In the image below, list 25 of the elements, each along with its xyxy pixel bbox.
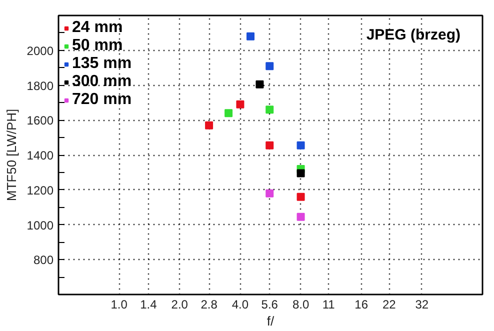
y-tick-label: 1200 <box>26 183 54 198</box>
x-tick-label: 11 <box>322 298 336 312</box>
annotation: JPEG (brzeg) <box>366 26 461 44</box>
legend-label: 24 mm <box>72 19 123 37</box>
x-tick-label: 2.0 <box>171 298 188 312</box>
x-axis-title: f/ <box>266 314 274 328</box>
legend-label: 50 mm <box>72 37 123 55</box>
y-tick-label: 1000 <box>26 218 54 232</box>
x-tick-label: 22 <box>382 298 396 312</box>
x-tick-label: 2.8 <box>200 298 218 312</box>
x-tick-label: 1.4 <box>140 298 158 312</box>
x-tick-label: 4.0 <box>232 298 249 312</box>
x-tick-label: 5.6 <box>261 298 278 312</box>
legend-label: 135 mm <box>72 55 132 73</box>
y-axis-title: MTF50 [LW/PH] <box>4 108 19 202</box>
legend-label: 720 mm <box>72 91 132 109</box>
x-tick-label: 16 <box>354 298 368 312</box>
y-tick-label: 1400 <box>26 148 54 162</box>
y-tick-label: 800 <box>33 253 54 268</box>
x-tick-label: 1.0 <box>110 298 128 312</box>
y-tick-label: 1600 <box>26 114 54 128</box>
x-tick-label: 8.0 <box>292 298 310 312</box>
x-tick-label: 32 <box>415 298 429 312</box>
y-tick-label: 1800 <box>26 78 54 93</box>
y-tick-label: 2000 <box>26 44 54 58</box>
